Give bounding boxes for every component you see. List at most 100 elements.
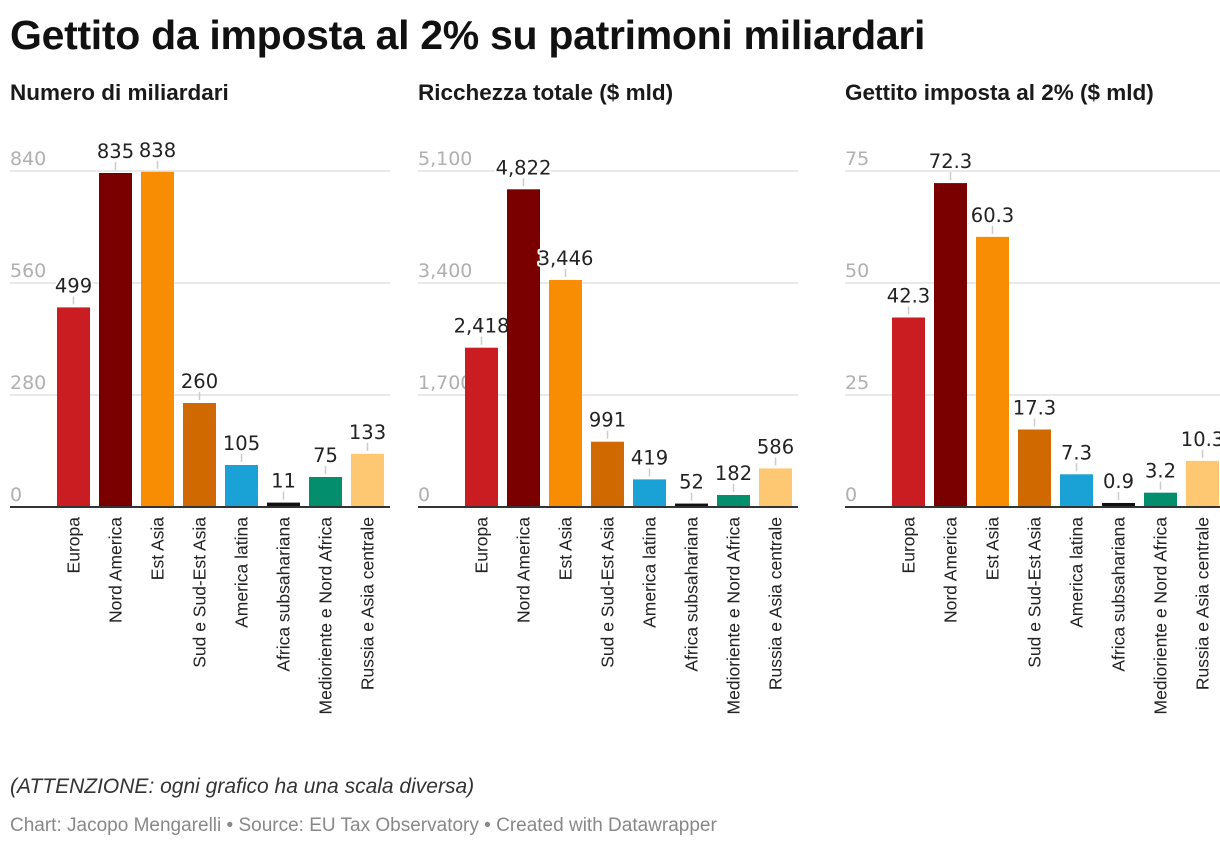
bar [549, 279, 582, 507]
x-category-label: Est Asia [556, 517, 576, 580]
bar-chart-tax-revenue: 0 25 50 75 42.3 Europa 72.3 Nord America 60.3 Est… [845, 148, 1220, 715]
x-category-label: Medioriente e Nord Africa [1151, 517, 1171, 715]
panel-billionaires-count: Numero di miliardari 0 280 560 840 499 Europa… [10, 80, 400, 760]
data-label: 4,822 [496, 156, 552, 179]
scale-warning-note: (ATTENZIONE: ogni grafico ha una scala d… [10, 775, 475, 798]
x-category-label: Europa [64, 517, 84, 574]
bar-chart-total-wealth: 0 1,700 3,400 5,100 2,418 Europa 4,822 Nord Ame… [418, 148, 798, 715]
y-tick-label: 840 [10, 148, 46, 170]
bar [675, 503, 708, 507]
bar-chart-billionaires-count: 0 280 560 840 499 Europa 835 Nord America 838 Est… [10, 137, 390, 715]
bar [141, 171, 174, 508]
y-tick-label: 0 [418, 484, 430, 506]
bar [309, 477, 342, 507]
x-category-label: Sud e Sud-Est Asia [1025, 517, 1045, 668]
bar [507, 189, 540, 507]
data-label: 10.3 [1181, 428, 1220, 451]
bar [1102, 502, 1135, 507]
bar [892, 317, 925, 507]
data-label: 586 [757, 435, 794, 458]
x-category-label: Nord America [514, 517, 534, 623]
source-label: Source: [238, 815, 304, 836]
data-label: 499 [55, 274, 92, 297]
bar [267, 502, 300, 507]
x-category-label: Sud e Sud-Est Asia [190, 517, 210, 668]
x-category-label: America latina [1067, 517, 1087, 628]
x-category-label: Africa subsahariana [1109, 517, 1129, 672]
bar [759, 468, 792, 507]
x-category-label: Est Asia [148, 517, 168, 580]
data-label: 42.3 [887, 284, 930, 307]
x-category-label: Russia e Asia centrale [1193, 517, 1213, 690]
panel-tax-revenue: Gettito imposta al 2% ($ mld) 0 25 50 75 42.… [845, 80, 1220, 760]
data-label: 60.3 [971, 204, 1014, 227]
bar [633, 479, 666, 507]
bar [591, 441, 624, 507]
data-label: 2,418 [454, 315, 510, 338]
x-category-label: Nord America [941, 517, 961, 623]
x-category-label: Medioriente e Nord Africa [316, 517, 336, 715]
panel-title: Gettito imposta al 2% ($ mld) [845, 80, 1154, 105]
y-tick-label: 75 [845, 148, 869, 170]
data-label: 133 [349, 421, 386, 444]
x-category-label: Africa subsahariana [682, 517, 702, 672]
y-tick-label: 5,100 [418, 148, 472, 170]
bar [717, 495, 750, 507]
bar [99, 173, 132, 507]
panel-title: Numero di miliardari [10, 80, 229, 105]
y-tick-label: 25 [845, 372, 869, 394]
data-label: 75 [313, 444, 338, 467]
x-category-label: Nord America [106, 517, 126, 623]
data-label: 0.9 [1103, 470, 1134, 493]
chart-credit-label: Chart: [10, 815, 62, 836]
x-category-label: Africa subsahariana [274, 517, 294, 672]
data-label: 72.3 [929, 150, 972, 173]
x-category-label: Est Asia [983, 517, 1003, 580]
x-category-label: Medioriente e Nord Africa [724, 517, 744, 715]
footer-credits: Chart: Jacopo Mengarelli • Source: EU Ta… [10, 815, 717, 836]
x-category-label: America latina [640, 517, 660, 628]
y-tick-label: 0 [845, 484, 857, 506]
y-tick-label: 3,400 [418, 260, 472, 282]
created-with: Created with Datawrapper [496, 815, 717, 836]
chart-title: Gettito da imposta al 2% su patrimoni mi… [10, 12, 926, 58]
bar [465, 347, 498, 507]
y-tick-label: 0 [10, 484, 22, 506]
bar [57, 307, 90, 507]
data-label: 7.3 [1061, 441, 1092, 464]
data-label: 52 [679, 471, 704, 494]
bar [183, 403, 216, 507]
data-label: 419 [631, 446, 668, 469]
source-name: EU Tax Observatory [309, 815, 479, 836]
bar [225, 465, 258, 507]
x-category-label: Sud e Sud-Est Asia [598, 517, 618, 668]
y-tick-label: 560 [10, 260, 46, 282]
bar [1018, 429, 1051, 507]
x-category-label: Europa [899, 517, 919, 574]
data-label: 3,446 [538, 247, 594, 270]
bar [1144, 492, 1177, 507]
data-label: 260 [181, 370, 218, 393]
panel-title: Ricchezza totale ($ mld) [418, 80, 674, 105]
bar [934, 183, 967, 507]
y-tick-label: 1,700 [418, 372, 472, 394]
data-label: 182 [715, 462, 752, 485]
data-label: 838 [139, 139, 176, 162]
author-name: Jacopo Mengarelli [67, 815, 222, 836]
panel-total-wealth: Ricchezza totale ($ mld) 0 1,700 3,400 5,10… [418, 80, 808, 760]
bar [351, 453, 384, 507]
x-category-label: America latina [232, 517, 252, 628]
data-label: 11 [271, 470, 296, 493]
data-label: 17.3 [1013, 396, 1056, 419]
y-tick-label: 280 [10, 372, 46, 394]
bar [1060, 474, 1093, 507]
data-label: 105 [223, 432, 260, 455]
x-category-label: Russia e Asia centrale [766, 517, 786, 690]
data-label: 835 [97, 140, 134, 163]
bar [976, 236, 1009, 507]
x-category-label: Russia e Asia centrale [358, 517, 378, 690]
y-tick-label: 50 [845, 260, 869, 282]
x-category-label: Europa [472, 517, 492, 574]
bar [1186, 460, 1219, 507]
data-label: 991 [589, 409, 626, 432]
